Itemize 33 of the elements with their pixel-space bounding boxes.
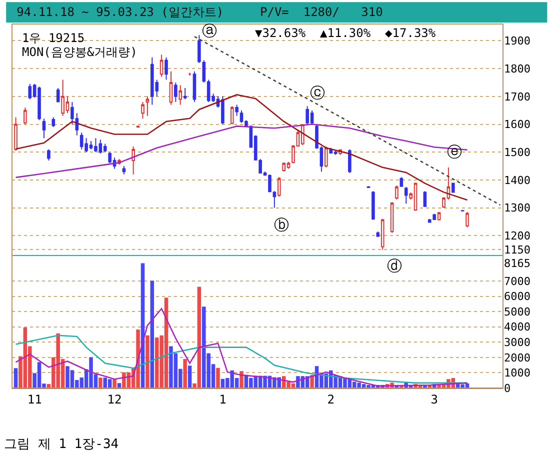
y-tick-label: 1800 [504, 62, 530, 76]
y-tick-label: 6000 [504, 290, 530, 304]
y-tick-label: 5000 [504, 305, 530, 318]
y-tick-label: 1300 [504, 202, 530, 215]
y-tick-label: 4000 [504, 320, 530, 334]
chart-subtitle: P/V= 1280/ 310 [260, 5, 383, 19]
annotation: ▼32.63% ▲11.30% ◆17.33% [255, 26, 436, 40]
y-tick-label: 1150 [504, 243, 530, 256]
x-tick-label: 3 [430, 392, 438, 406]
annotation: 1우 19215 [22, 31, 85, 45]
y-tick-label: 1400 [504, 174, 530, 187]
x-tick-label: 12 [107, 392, 122, 406]
annotation: ⓓ [387, 257, 402, 275]
y-tick-label: 1000 [504, 366, 530, 380]
x-tick-label: 2 [327, 392, 334, 406]
y-tick-label: 1200 [504, 230, 530, 242]
y-tick-label: 1500 [504, 146, 530, 159]
x-tick-label: 11 [27, 392, 42, 406]
y-tick-label: 1600 [504, 118, 530, 132]
annotation: MON(음양봉&거래량) [22, 45, 138, 59]
y-tick-label: 7000 [504, 274, 530, 288]
y-tick-label: 3000 [504, 336, 530, 349]
chart-title: 94.11.18 ~ 95.03.23 (일간차트) [16, 5, 224, 20]
annotation: ⓑ [274, 216, 289, 234]
annotation: ⓒ [310, 84, 325, 102]
y-tick-label: 2000 [504, 351, 530, 364]
y-tick-label: 1900 [504, 34, 530, 48]
annotation: ⓐ [202, 22, 217, 40]
y-tick-label: 1700 [504, 90, 530, 104]
x-tick-label: 1 [219, 392, 226, 406]
y-tick-label: 8165 [504, 257, 530, 270]
y-tick-label: 0 [504, 382, 511, 395]
text: 그림 제 1 1장-34 [4, 437, 119, 452]
